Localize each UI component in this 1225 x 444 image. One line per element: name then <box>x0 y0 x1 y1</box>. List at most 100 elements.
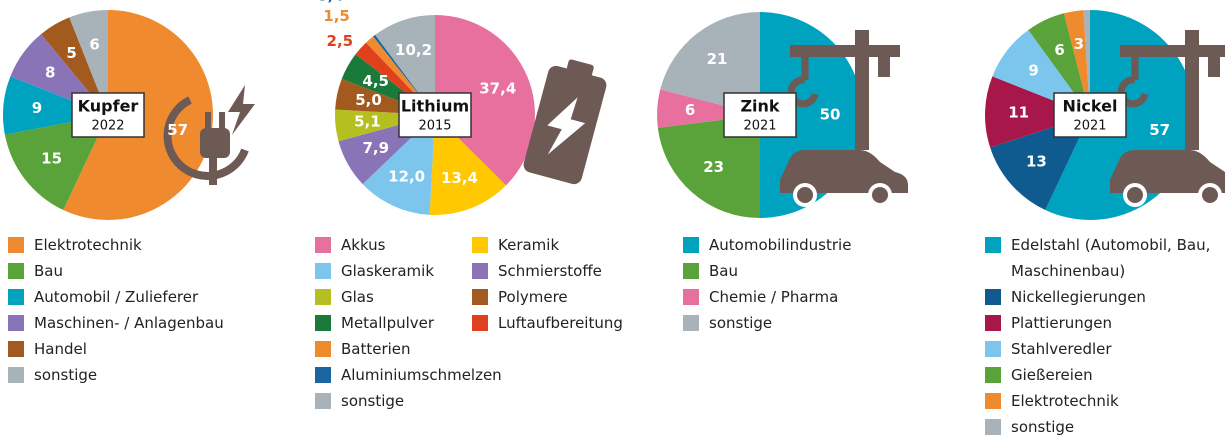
data-label: 6 <box>1054 41 1064 59</box>
car-icon <box>780 150 908 207</box>
legend-item: Batterien <box>315 336 623 362</box>
data-label: 50 <box>820 106 841 124</box>
data-label: 13,4 <box>441 169 478 187</box>
data-label: 3 <box>1074 35 1084 53</box>
plug-icon <box>163 96 249 180</box>
legend-item: Automobil / Zulieferer <box>8 284 224 310</box>
center-box <box>71 92 145 138</box>
data-label: 21 <box>707 50 728 68</box>
pie-slice <box>375 15 435 115</box>
legend-label: Elektrotechnik <box>1011 392 1119 410</box>
pie-subtitle: 2021 <box>1073 119 1106 134</box>
legend-label: Glaskeramik <box>341 262 435 280</box>
legend-label: Gießereien <box>1011 366 1093 384</box>
data-label: 6 <box>89 35 99 53</box>
data-label: 12,0 <box>388 167 425 185</box>
legend-swatch <box>985 419 1001 435</box>
data-label: 5,1 <box>354 113 381 131</box>
pie-subtitle: 2015 <box>418 119 451 134</box>
data-label: 2,5 <box>327 32 354 50</box>
legend-item: Bau <box>683 258 851 284</box>
legend-swatch <box>8 289 24 305</box>
legend-item: Chemie / Pharma <box>683 284 851 310</box>
legend-item: Keramik <box>472 232 623 258</box>
legend-swatch <box>315 263 331 279</box>
pie-slice <box>657 89 760 128</box>
data-label: 57 <box>167 121 188 139</box>
legend-label: Handel <box>34 340 87 358</box>
pie-title: Nickel <box>1063 97 1118 116</box>
data-label: 10,2 <box>395 41 432 59</box>
legend-item: sonstige <box>8 362 224 388</box>
legend-swatch <box>315 237 331 253</box>
pie-slice <box>69 10 108 115</box>
legend-label: Nickellegierungen <box>1011 288 1146 306</box>
pie-slice <box>362 115 435 215</box>
legend-swatch <box>472 315 488 331</box>
plug-icon <box>205 112 211 130</box>
battery-icon <box>523 59 607 185</box>
legend-label: Luftaufbereitung <box>498 314 623 332</box>
center-box <box>398 92 472 138</box>
legend-swatch <box>8 315 24 331</box>
data-label: 37,4 <box>479 79 516 97</box>
data-label: 9 <box>1028 62 1038 80</box>
legend-swatch <box>8 263 24 279</box>
pie-slice <box>1063 10 1090 116</box>
legend-item: Nickellegierungen <box>985 284 1215 310</box>
pie-slice <box>4 115 108 211</box>
legend-item: sonstige <box>985 414 1215 440</box>
legend-item: Edelstahl (Automobil, Bau, Maschinenbau) <box>985 232 1215 284</box>
center-box <box>1053 92 1127 138</box>
legend-label: Plattierungen <box>1011 314 1113 332</box>
data-label: 7,9 <box>363 139 390 157</box>
center-box <box>723 92 797 138</box>
legend-item: Glaskeramik <box>315 258 472 284</box>
pie-title: Kupfer <box>78 97 139 116</box>
pie-slice <box>657 115 760 218</box>
legend-swatch <box>985 315 1001 331</box>
legend-swatch <box>985 237 1001 253</box>
legend-item: Elektrotechnik <box>985 388 1215 414</box>
legend-item: Bau <box>8 258 224 284</box>
legend-label: Elektrotechnik <box>34 236 142 254</box>
legend: Akkus Keramik Glaskeramik Schmierstoffe Glas… <box>315 232 623 414</box>
legend-label: Metallpulver <box>341 314 435 332</box>
legend-item: Glas <box>315 284 472 310</box>
legend-label: Glas <box>341 288 374 306</box>
pie-slice <box>1083 10 1090 115</box>
legend-label: sonstige <box>34 366 98 384</box>
data-label: 13 <box>1026 153 1047 171</box>
data-label: 1,5 <box>323 7 350 25</box>
legend-label: Edelstahl (Automobil, Bau, Maschinenbau) <box>1011 236 1211 280</box>
pie-subtitle: 2021 <box>743 119 776 134</box>
legend-swatch <box>8 237 24 253</box>
car-icon <box>1110 150 1225 207</box>
data-label: 9 <box>32 99 42 117</box>
legend-label: Automobil / Zulieferer <box>34 288 199 306</box>
legend-label: Bau <box>709 262 738 280</box>
legend-label: Schmierstoffe <box>498 262 602 280</box>
legend-swatch <box>985 393 1001 409</box>
legend-label: sonstige <box>1011 418 1075 436</box>
pie-slice <box>990 115 1090 211</box>
data-label: 6 <box>685 101 695 119</box>
crane-icon <box>1117 30 1225 150</box>
pie-slice <box>985 76 1090 148</box>
legend-item: Aluminiumschmelzen <box>315 362 623 388</box>
pie-title: Lithium <box>401 97 469 116</box>
legend-swatch <box>683 263 699 279</box>
legend-label: Akkus <box>341 236 386 254</box>
legend-item: Plattierungen <box>985 310 1215 336</box>
legend-label: Maschinen- / Anlagenbau <box>34 314 224 332</box>
legend: Edelstahl (Automobil, Bau, Maschinenbau)… <box>985 232 1215 440</box>
legend-swatch <box>683 289 699 305</box>
legend-swatch <box>315 315 331 331</box>
legend-item: sonstige <box>683 310 851 336</box>
legend-item: Metallpulver <box>315 310 472 336</box>
data-label: 11 <box>1008 103 1029 121</box>
legend-item: Luftaufbereitung <box>472 310 623 336</box>
legend-item: Schmierstoffe <box>472 258 623 284</box>
